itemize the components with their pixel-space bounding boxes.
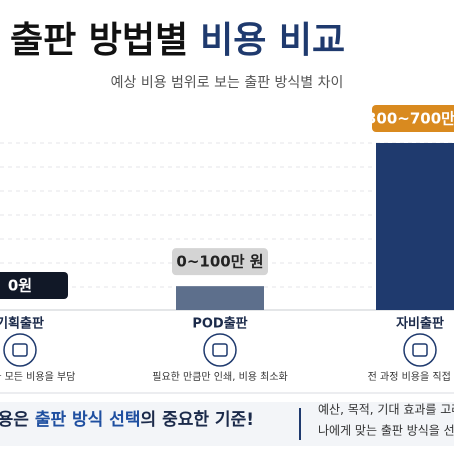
icon-glyph — [12, 343, 28, 357]
bar — [176, 286, 264, 310]
bar — [376, 143, 454, 310]
footer-part: 출판 방식 선택 — [35, 410, 141, 430]
value-label-bg — [372, 105, 454, 132]
x-tick-label: 자비출판 — [396, 316, 444, 332]
chart-title: 출판 방법별 비용 비교 — [10, 20, 345, 61]
value-label: 0원 — [8, 277, 32, 295]
icon — [203, 333, 237, 367]
title-part: 출판 방법별 — [10, 20, 188, 61]
description: 필요한 만큼만 인쇄, 비용 최소화 — [152, 371, 288, 383]
title-part: 비용 비교 — [200, 20, 345, 61]
icon — [3, 333, 37, 367]
value-label: 0~100만 원 — [176, 253, 263, 271]
footer-note: 나에게 맞는 출판 방식을 선택하세요. — [318, 424, 454, 438]
subtitle: 예상 비용 범위로 보는 출판 방식별 차이 — [111, 75, 344, 91]
description: 전 과정 비용을 직접 부담 — [368, 371, 454, 383]
description: 출판사가 모든 비용을 부담 — [0, 371, 75, 383]
value-label-bg — [0, 272, 68, 299]
x-tick-label: 기획출판 — [0, 316, 44, 332]
footer-part: 의 중요한 기준! — [141, 410, 254, 430]
footer-note: 예산, 목적, 기대 효과를 고려하여 — [318, 403, 454, 417]
icon-glyph — [412, 343, 428, 357]
value-label-bg — [172, 248, 268, 276]
icon — [403, 333, 437, 367]
footer-part: 비용은 — [0, 410, 35, 430]
icon-glyph — [212, 343, 228, 357]
x-tick-label: POD출판 — [192, 316, 247, 332]
value-label: 300~700만 원 — [366, 110, 454, 128]
footer-box — [0, 402, 454, 446]
footer-headline: 비용은 출판 방식 선택의 중요한 기준! — [0, 410, 254, 430]
